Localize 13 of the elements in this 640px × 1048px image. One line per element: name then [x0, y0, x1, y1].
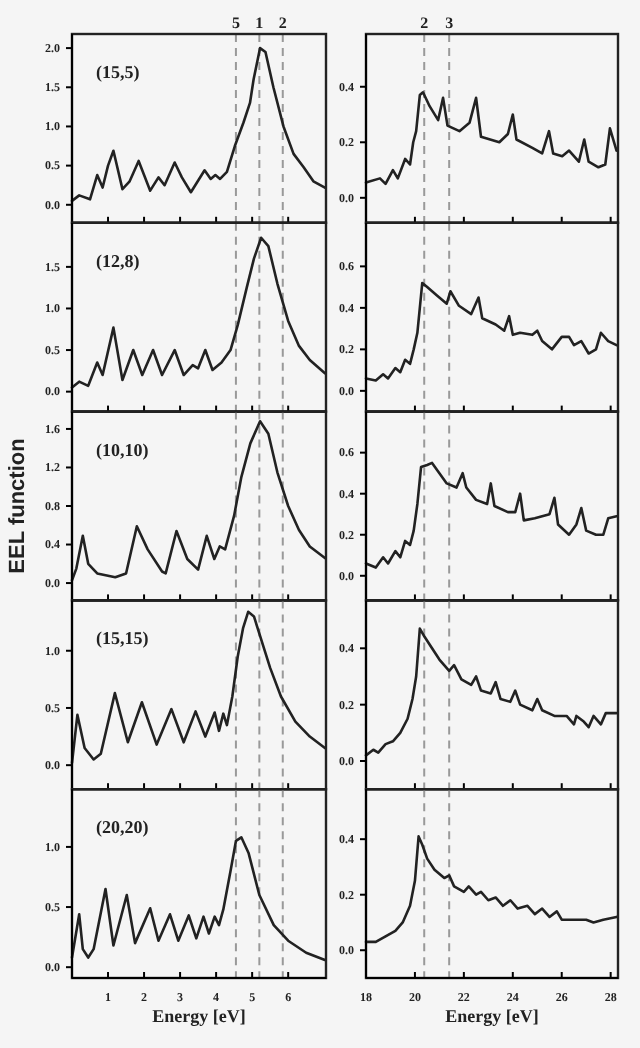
y-axis-title: EEL function — [6, 437, 30, 574]
annotation: (10,10) — [96, 439, 149, 460]
annotation: (15,15) — [96, 628, 149, 649]
annotation: 2 — [278, 14, 287, 32]
annotation: (20,20) — [96, 817, 149, 838]
x-axis-title: Energy [eV] — [152, 1006, 246, 1026]
annotation: 2 — [420, 14, 429, 32]
annotation: 5 — [231, 14, 240, 32]
annotation: (15,5) — [96, 62, 140, 82]
annotation: 3 — [445, 14, 454, 32]
annotation: (12,8) — [96, 250, 140, 271]
x-axis-title: Energy [eV] — [445, 1006, 539, 1026]
annotation: 1 — [255, 14, 264, 32]
